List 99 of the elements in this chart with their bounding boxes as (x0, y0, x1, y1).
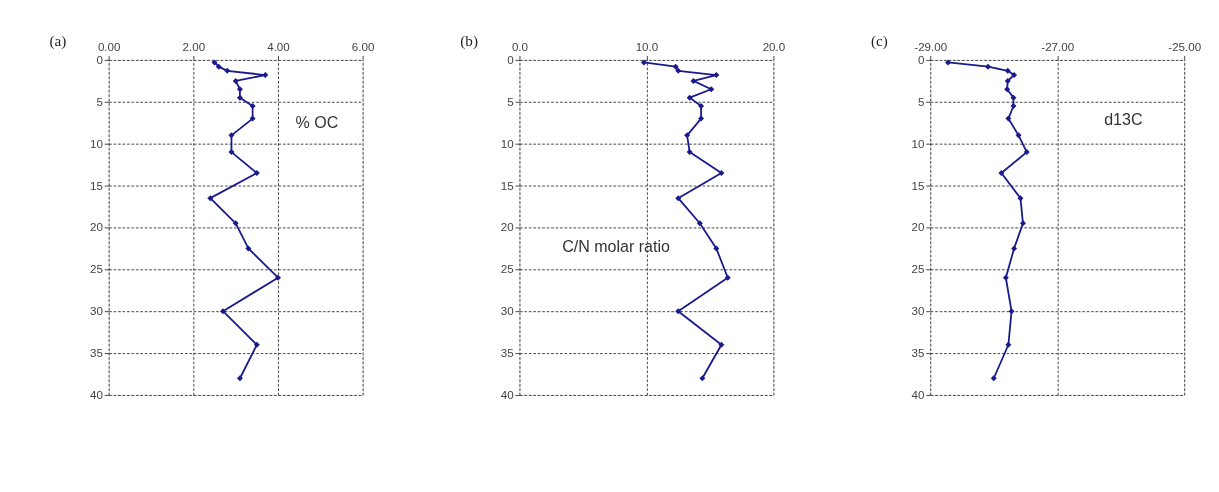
point (215, 63, 222, 70)
point (1015, 132, 1022, 139)
point (675, 195, 682, 202)
point (675, 67, 682, 74)
point (232, 220, 239, 227)
point (249, 103, 256, 110)
point (253, 170, 260, 177)
y-tick-label: 40 (500, 389, 514, 402)
point (245, 245, 252, 252)
point (1008, 308, 1015, 315)
x-tick-label: -25.00 (1168, 41, 1202, 54)
point (698, 103, 705, 110)
x-tick-label: -29.00 (914, 41, 948, 54)
point (236, 375, 243, 382)
x-tick-label: 2.00 (182, 41, 206, 54)
y-tick-label: 10 (90, 137, 103, 150)
y-tick-label: 15 (90, 179, 103, 192)
y-tick-label: 0 (507, 53, 514, 66)
point (708, 86, 715, 93)
y-tick-label: 40 (911, 389, 925, 402)
point (945, 59, 952, 66)
point (1010, 94, 1017, 101)
y-tick-label: 25 (90, 263, 103, 276)
y-tick-label: 30 (500, 305, 514, 318)
y-tick-label: 10 (500, 137, 514, 150)
y-tick-label: 25 (911, 263, 925, 276)
y-tick-label: 5 (96, 95, 103, 108)
point (985, 63, 992, 70)
point (686, 149, 693, 156)
point (1017, 195, 1024, 202)
x-tick-label: -27.00 (1041, 41, 1075, 54)
point (220, 308, 226, 315)
y-tick-label: 0 (96, 53, 103, 66)
y-tick-label: 30 (90, 305, 103, 318)
point (211, 59, 218, 66)
point (684, 132, 691, 139)
x-tick-label: 0.0 (511, 41, 528, 54)
text: % OC (295, 113, 339, 132)
point (275, 274, 282, 281)
point (718, 170, 725, 177)
point (1010, 103, 1017, 110)
point (1004, 86, 1011, 93)
y-tick-label: 40 (90, 389, 103, 402)
point (236, 94, 243, 101)
point (232, 77, 239, 84)
y-tick-label: 15 (911, 179, 925, 192)
y-tick-label: 35 (90, 347, 103, 360)
point (698, 115, 705, 122)
point (1005, 341, 1012, 348)
point (1011, 245, 1018, 252)
x-tick-label: 10.0 (635, 41, 659, 54)
point (236, 86, 243, 93)
y-tick-label: 0 (918, 53, 925, 66)
point (224, 67, 231, 74)
point (1004, 77, 1011, 84)
y-tick-label: 10 (911, 137, 925, 150)
point (207, 195, 214, 202)
point (228, 149, 235, 156)
point (713, 72, 720, 79)
point (998, 170, 1005, 177)
y-tick-label: 30 (911, 305, 925, 318)
chart-title: (a) (49, 32, 67, 50)
point (699, 375, 706, 382)
point (640, 59, 647, 66)
x-tick-label: 0.00 (97, 41, 121, 54)
point (1011, 72, 1018, 79)
point (696, 220, 703, 227)
series-label: C/N molar ratio (562, 237, 670, 256)
y-tick-label: 15 (500, 179, 514, 192)
chart-title: (c) (871, 32, 888, 50)
x-tick-label: 4.00 (267, 41, 290, 54)
point (1002, 274, 1009, 281)
x-tick-label: 6.00 (351, 41, 375, 54)
y-tick-label: 35 (911, 347, 925, 360)
point (249, 115, 256, 122)
point (253, 341, 260, 348)
y-tick-label: 20 (90, 221, 103, 234)
point (228, 132, 235, 139)
y-tick-label: 25 (500, 263, 514, 276)
y-tick-label: 20 (911, 221, 925, 234)
point (1005, 115, 1012, 122)
point (1020, 220, 1026, 227)
y-tick-label: 35 (500, 347, 514, 360)
y-tick-label: 20 (500, 221, 514, 234)
point (690, 77, 697, 84)
point (672, 63, 679, 70)
text: d13C (1104, 109, 1143, 128)
point (1023, 149, 1030, 156)
x-tick-label: 20.0 (762, 41, 786, 54)
point (990, 375, 997, 382)
point (713, 245, 720, 252)
point (1004, 67, 1011, 74)
point (724, 274, 731, 281)
point (718, 341, 725, 348)
chart-title: (b) (460, 32, 478, 50)
point (262, 72, 269, 79)
y-tick-label: 5 (507, 95, 514, 108)
y-tick-label: 5 (918, 95, 925, 108)
point (686, 94, 693, 101)
